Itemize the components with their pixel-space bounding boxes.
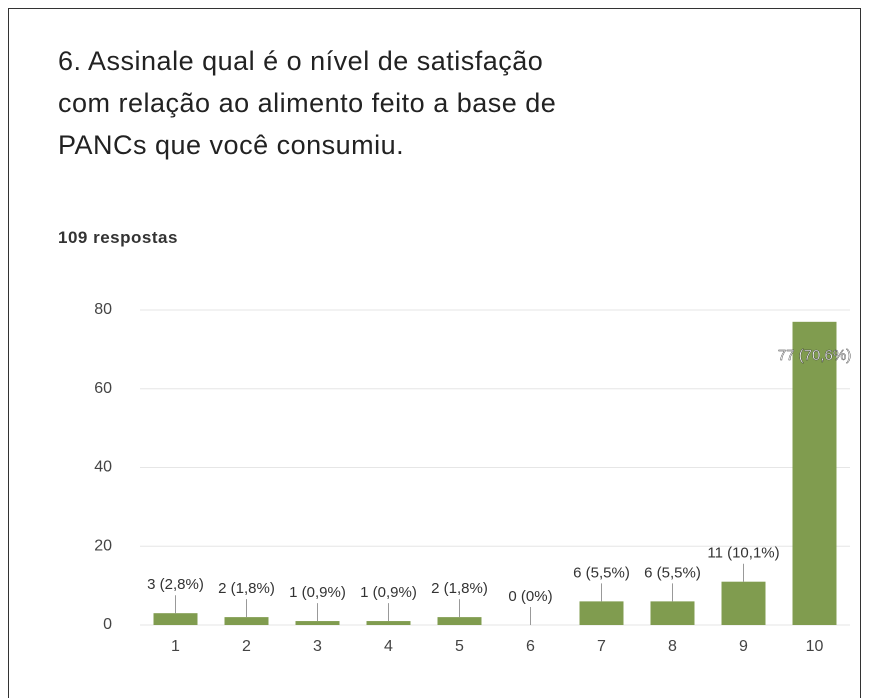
x-tick-label: 5 [455, 638, 464, 655]
x-tick-label: 7 [597, 638, 606, 655]
x-tick-label: 4 [384, 638, 393, 655]
bar [295, 621, 340, 625]
value-label: 2 (1,8%) [431, 580, 488, 597]
x-tick-label: 2 [242, 638, 251, 655]
x-tick-label: 9 [739, 638, 748, 655]
bar [721, 581, 766, 625]
y-tick-label: 0 [103, 616, 112, 633]
bar [153, 613, 198, 625]
y-tick-label: 20 [94, 537, 112, 554]
bar [224, 617, 269, 625]
value-label: 11 (10,1%) [707, 545, 779, 562]
bar [366, 621, 411, 625]
value-label: 3 (2,8%) [147, 576, 204, 593]
y-tick-label: 80 [94, 301, 112, 318]
value-label: 77 (70,6%) [778, 347, 851, 364]
bar [579, 601, 624, 625]
bar [437, 617, 482, 625]
y-tick-label: 40 [94, 459, 112, 476]
x-tick-label: 10 [806, 638, 824, 655]
bar [792, 321, 837, 625]
value-label: 6 (5,5%) [644, 564, 701, 581]
chart-subtitle: 109 respostas [58, 228, 178, 247]
x-tick-label: 3 [313, 638, 322, 655]
value-label: 1 (0,9%) [360, 584, 417, 601]
card [8, 8, 861, 698]
x-tick-label: 8 [668, 638, 677, 655]
value-label: 0 (0%) [508, 588, 552, 605]
bar [650, 601, 695, 625]
value-label: 2 (1,8%) [218, 580, 275, 597]
value-label: 6 (5,5%) [573, 564, 630, 581]
x-tick-label: 6 [526, 638, 535, 655]
x-tick-label: 1 [171, 638, 180, 655]
value-label: 1 (0,9%) [289, 584, 346, 601]
y-tick-label: 60 [94, 380, 112, 397]
chart-title: 6. Assinale qual é o nível de satisfação… [58, 46, 557, 160]
